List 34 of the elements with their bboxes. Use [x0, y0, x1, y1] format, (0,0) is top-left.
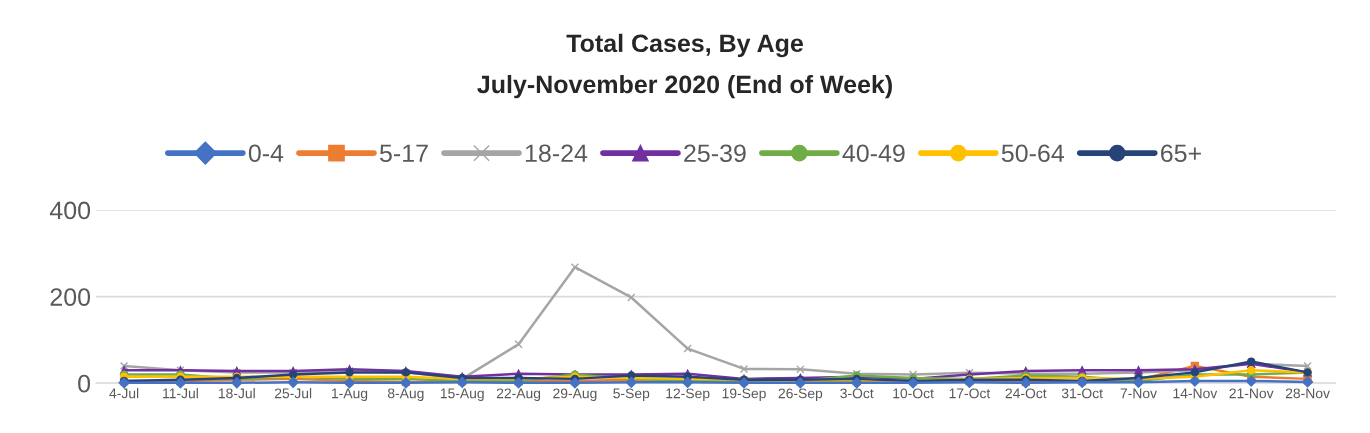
y-tick-label: 0 — [78, 374, 91, 393]
legend-label: 25-39 — [684, 144, 746, 163]
legend-label: 50-64 — [1001, 144, 1065, 163]
y-tick-label: 400 — [49, 201, 91, 220]
x-tick-label: 1-Aug — [332, 388, 368, 402]
chart-title: Total Cases, By Age — [566, 33, 803, 58]
x-tick-label: 17-Oct — [949, 388, 991, 399]
x-tick-label: 14-Nov — [1173, 388, 1218, 399]
x-tick-label: 19-Sep — [722, 388, 766, 402]
legend-label: 0-4 — [248, 144, 284, 163]
legend-label: 65+ — [1161, 144, 1201, 163]
legend-label: 40-49 — [842, 144, 905, 163]
x-tick-label: 12-Sep — [666, 388, 710, 402]
x-tick-label: 8-Aug — [387, 388, 424, 402]
legend-label: 5-17 — [379, 144, 428, 163]
x-tick-label: 11-Jul — [163, 388, 198, 399]
x-tick-label: 4-Jul — [109, 388, 139, 399]
chart-subtitle: July-November 2020 (End of Week) — [477, 74, 892, 99]
x-tick-label: 18-Jul — [218, 388, 255, 399]
x-tick-label: 24-Oct — [1005, 388, 1047, 399]
x-tick-label: 22-Aug — [496, 388, 541, 402]
x-tick-label: 25-Jul — [274, 388, 312, 399]
legend-label: 18-24 — [525, 144, 588, 163]
x-tick-label: 28-Nov — [1285, 388, 1330, 399]
x-tick-label: 21-Nov — [1229, 388, 1274, 399]
x-tick-label: 15-Aug — [440, 388, 484, 402]
x-tick-label: 3-Oct — [840, 388, 874, 399]
x-tick-label: 10-Oct — [893, 388, 934, 399]
x-tick-label: 5-Sep — [613, 388, 650, 402]
x-tick-label: 26-Sep — [778, 388, 823, 402]
x-tick-label: 29-Aug — [553, 388, 597, 402]
x-tick-label: 7-Nov — [1120, 388, 1157, 399]
x-tick-label: 31-Oct — [1061, 388, 1103, 399]
y-tick-label: 200 — [50, 288, 91, 306]
